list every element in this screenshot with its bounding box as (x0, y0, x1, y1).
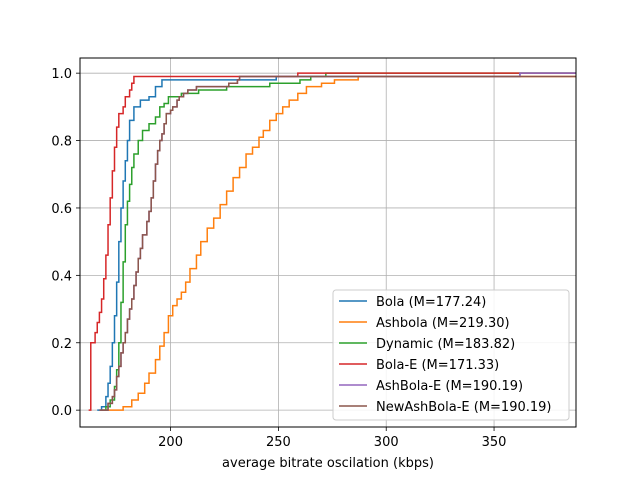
x-tick-label: 300 (374, 435, 399, 450)
x-tick-label: 350 (482, 435, 507, 450)
y-tick-label: 1.0 (51, 67, 72, 82)
x-axis: 200 250 300 350 (158, 427, 506, 450)
legend-label: Dynamic (M=183.82) (376, 337, 515, 352)
series-line-0 (97, 72, 576, 411)
series-layer (88, 72, 576, 411)
legend-box (332, 289, 570, 421)
y-tick-label: 0.2 (51, 337, 72, 352)
plot-frame (79, 57, 577, 428)
series-line-1 (101, 75, 576, 411)
legend-label: AshBola-E (M=190.19) (376, 379, 523, 394)
legend: Bola (M=177.24) Ashbola (M=219.30) Dynamic… (332, 289, 570, 421)
series-line-5 (99, 75, 576, 411)
x-tick-label: 200 (158, 435, 183, 450)
y-tick-label: 0.6 (51, 202, 72, 217)
y-tick-label: 0.0 (51, 404, 72, 419)
legend-label: Bola-E (M=171.33) (376, 358, 499, 373)
series-line-3 (88, 72, 576, 411)
y-tick-label: 0.4 (51, 269, 72, 284)
x-tick-label: 250 (266, 435, 291, 450)
y-tick-label: 0.8 (51, 135, 72, 150)
legend-label: Bola (M=177.24) (376, 295, 486, 310)
legend-label: NewAshBola-E (M=190.19) (376, 400, 552, 415)
x-axis-label: average bitrate oscilation (kbps) (222, 456, 434, 471)
legend-label: Ashbola (M=219.30) (376, 316, 510, 331)
y-axis: 0.0 0.2 0.4 0.6 0.8 1.0 (51, 67, 80, 419)
